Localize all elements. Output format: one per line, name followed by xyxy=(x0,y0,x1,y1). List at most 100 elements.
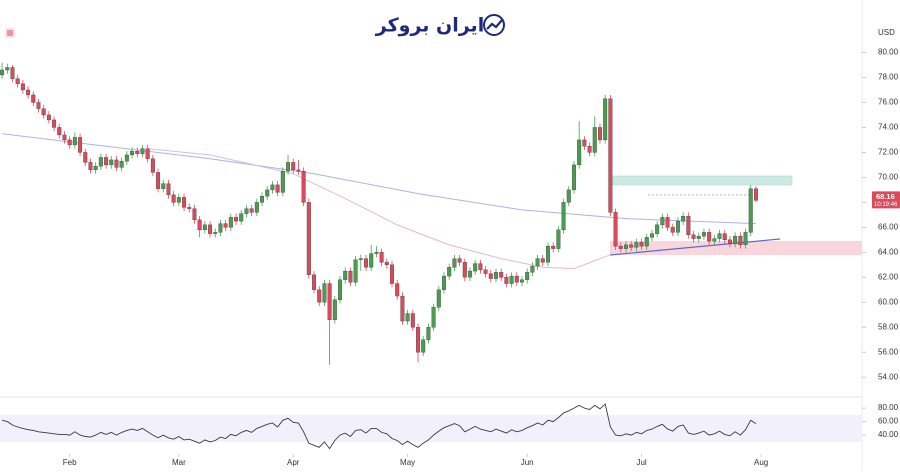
rsi-tick-label: 80.00 xyxy=(878,403,899,412)
y-tick-label: 62.00 xyxy=(878,272,899,281)
candle-body xyxy=(244,208,249,214)
y-tick-label: 72.00 xyxy=(878,148,899,157)
last-price-box xyxy=(872,191,900,209)
candle-body xyxy=(161,183,166,189)
candle-body xyxy=(223,223,228,228)
candle-body xyxy=(254,202,259,213)
candle-body xyxy=(171,194,176,203)
candle-body xyxy=(36,102,41,109)
candle-body xyxy=(634,242,639,248)
candle-body xyxy=(187,207,192,209)
candle-body xyxy=(623,244,628,249)
candle-body xyxy=(686,215,691,236)
candle-body xyxy=(613,212,618,247)
candle-body xyxy=(88,162,93,171)
candle-body xyxy=(57,127,62,136)
candle-body xyxy=(109,159,114,166)
candle-body xyxy=(78,137,83,153)
candle-body xyxy=(649,233,654,238)
candle-body xyxy=(197,219,202,231)
candle-body xyxy=(249,208,254,213)
y-tick-label: 74.00 xyxy=(878,123,899,132)
candle-body xyxy=(135,151,140,154)
candle-body xyxy=(509,275,514,284)
plot-layer: 54.0056.0058.0060.0062.0064.0066.0068.00… xyxy=(0,48,900,467)
candle-body xyxy=(41,108,46,116)
candle-body xyxy=(504,277,509,284)
candle-body xyxy=(629,244,634,248)
logo-arrow xyxy=(486,19,503,30)
candle-body xyxy=(483,269,488,274)
candle-body xyxy=(358,258,363,260)
candle-body xyxy=(488,273,493,279)
candle-body xyxy=(239,213,244,222)
candle-body xyxy=(166,183,171,196)
candle-body xyxy=(208,224,213,234)
candle-body xyxy=(577,139,582,166)
candle-body xyxy=(597,127,602,141)
candle-body xyxy=(390,264,394,284)
candle-body xyxy=(431,307,436,328)
candle-body xyxy=(743,232,748,246)
candle-body xyxy=(10,67,15,79)
y-tick-label: 66.00 xyxy=(878,222,899,231)
candle-body xyxy=(675,220,680,233)
candle-body xyxy=(348,270,353,283)
candle-body xyxy=(62,134,67,141)
candle-body xyxy=(405,313,410,322)
candle-body xyxy=(681,215,686,222)
candle-body xyxy=(644,237,649,247)
y-tick-label: 64.00 xyxy=(878,247,899,256)
x-tick-label: Aug xyxy=(754,458,768,467)
candle-body xyxy=(312,274,316,290)
candle-body xyxy=(228,217,233,228)
rsi-tick-label: 40.00 xyxy=(878,430,899,439)
candle-body xyxy=(119,161,124,168)
candle-body xyxy=(270,184,275,191)
rsi-tick-label: 60.00 xyxy=(878,417,899,426)
candle-body xyxy=(306,202,311,275)
candle-body xyxy=(296,169,301,172)
candle-body xyxy=(280,171,285,193)
candle-body xyxy=(572,164,576,191)
candle-body xyxy=(546,245,550,263)
candle-body xyxy=(26,89,31,96)
candle-body xyxy=(457,258,462,263)
y-tick-label: 78.00 xyxy=(878,73,899,82)
candle-body xyxy=(353,259,358,283)
candle-body xyxy=(52,119,57,128)
trend-line xyxy=(609,238,781,256)
candle-body xyxy=(514,275,519,283)
candle-body xyxy=(462,262,467,278)
candle-body xyxy=(20,83,25,91)
candle-body xyxy=(556,229,561,249)
y-tick-label: 76.00 xyxy=(878,98,899,107)
candle-body xyxy=(67,139,72,146)
candle-body xyxy=(738,235,743,246)
candle-body xyxy=(660,217,665,226)
candle-body xyxy=(124,154,129,162)
candle-body xyxy=(727,239,732,244)
candle-body xyxy=(494,272,498,279)
candle-body xyxy=(655,224,660,234)
candle-body xyxy=(0,69,5,76)
logo-ring xyxy=(483,14,505,36)
candle-body xyxy=(400,295,405,322)
candle-body xyxy=(218,223,223,233)
candle-body xyxy=(114,159,119,168)
candle-body xyxy=(98,157,103,167)
y-tick-label: 56.00 xyxy=(878,347,899,356)
x-tick-label: Jun xyxy=(521,458,534,467)
candle-body xyxy=(15,78,20,84)
candle-body xyxy=(535,258,540,267)
candle-body xyxy=(603,98,608,141)
candle-body xyxy=(322,283,327,303)
y-tick-label: 70.00 xyxy=(878,173,899,182)
candle-body xyxy=(104,157,109,166)
chart-title: ایران بروکر xyxy=(375,15,484,37)
candle-body xyxy=(364,258,368,268)
candle-body xyxy=(473,263,478,272)
candle-body xyxy=(234,217,239,222)
candle-body xyxy=(286,162,290,172)
